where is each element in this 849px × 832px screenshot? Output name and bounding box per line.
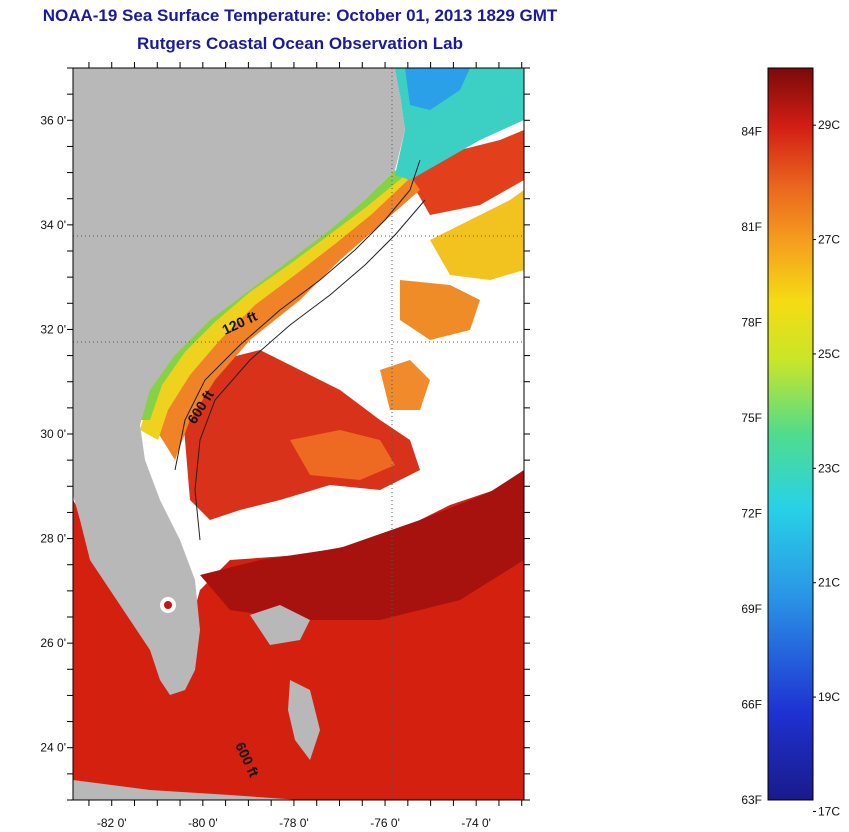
colorbar-celsius-label: 23C: [818, 461, 840, 475]
colorbar-fahrenheit-label: 75F: [741, 411, 762, 425]
northern-cool-water-blue: [405, 68, 470, 110]
lat-tick-label: 34 0': [40, 218, 66, 232]
colorbar-celsius-label: 17C: [818, 804, 840, 818]
colorbar-fahrenheit-label: 63F: [741, 793, 762, 807]
andros-land: [288, 680, 320, 760]
us-landmass: [73, 68, 405, 695]
colorbar: [767, 67, 814, 801]
sst-imagery: [73, 68, 524, 800]
lon-tick-label: -78 0': [279, 816, 309, 830]
colorbar-celsius-label: 27C: [818, 233, 840, 247]
colorbar-celsius-label: 21C: [818, 576, 840, 590]
lat-tick-label: 36 0': [40, 113, 66, 127]
lat-tick-label: 24 0': [40, 741, 66, 755]
nearshore-band-orange: [150, 175, 420, 460]
bahamas-land: [250, 605, 310, 645]
red-patch-ne: [410, 130, 524, 215]
map-subtitle: Rutgers Coastal Ocean Observation Lab: [137, 34, 463, 53]
colorbar-fahrenheit-label: 69F: [741, 602, 762, 616]
latitude-axis: 36 0' 34 0' 32 0' 30 0' 28 0' 26 0' 24 0': [40, 67, 530, 801]
colorbar-labels: 84F 81F 78F 75F 72F 69F 66F 63F 29C 27C 25C 23C 21C 1…: [741, 118, 840, 818]
lat-tick-label: 28 0': [40, 532, 66, 546]
lon-tick-label: -80 0': [188, 816, 218, 830]
gulf-stream-core: [200, 470, 524, 620]
lat-tick-label: 26 0': [40, 636, 66, 650]
lat-tick-label: 30 0': [40, 427, 66, 441]
colorbar-fahrenheit-label: 84F: [741, 125, 762, 139]
lake-okeechobee-core: [164, 601, 172, 609]
lon-tick-label: -82 0': [97, 816, 127, 830]
yellow-patch-ne: [430, 190, 524, 280]
contour-120ft: [174, 159, 421, 471]
longitude-axis: -82 0' -80 0' -78 0' -76 0' -74 0': [88, 62, 523, 830]
nearshore-band-green: [140, 170, 402, 420]
lon-tick-label: -76 0': [370, 816, 400, 830]
colorbar-celsius-label: 29C: [818, 118, 840, 132]
colorbar-fahrenheit-label: 72F: [741, 507, 762, 521]
orange-patch: [290, 430, 395, 480]
map-title: NOAA-19 Sea Surface Temperature: October…: [42, 6, 558, 25]
lat-tick-label: 32 0': [40, 322, 66, 336]
colorbar-fahrenheit-label: 78F: [741, 316, 762, 330]
colorbar-fahrenheit-label: 81F: [741, 220, 762, 234]
nearshore-band-yellow: [140, 170, 408, 440]
orange-patch-ne: [400, 280, 480, 340]
lon-tick-label: -74 0': [461, 816, 491, 830]
colorbar-celsius-label: 25C: [818, 347, 840, 361]
cuba-land: [73, 780, 300, 800]
colorbar-celsius-label: 19C: [818, 690, 840, 704]
colorbar-fahrenheit-label: 66F: [741, 698, 762, 712]
